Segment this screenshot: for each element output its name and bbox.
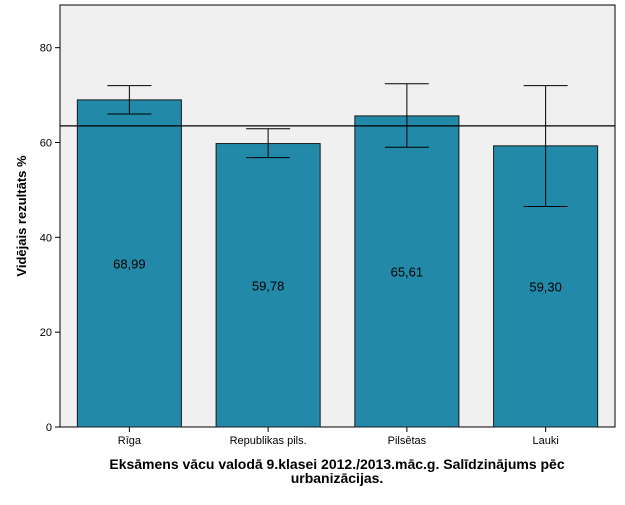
x-tick-label: Republikas pils.: [230, 435, 307, 447]
chart-title-line-2: urbanizācijas.: [291, 470, 384, 486]
y-tick-label: 80: [40, 43, 52, 55]
y-tick-label: 40: [40, 232, 52, 244]
x-axis: Rīga Republikas pils. Pilsētas Lauki: [118, 427, 559, 447]
data-labels: 68,99 59,78 65,61 59,30: [113, 256, 562, 294]
x-tick-label: Pilsētas: [388, 435, 427, 447]
error-bars: [107, 83, 568, 208]
y-axis-title: Vidējais rezultāts %: [14, 155, 29, 277]
data-label: 59,78: [252, 278, 285, 293]
data-label: 59,30: [529, 279, 562, 294]
bars: [76, 99, 599, 428]
chart-title-line-1: Eksāmens vācu valodā 9.klasei 2012./2013…: [109, 456, 564, 472]
bar: [215, 143, 321, 428]
y-axis: 0 20 40 60 80: [40, 43, 60, 434]
bar: [354, 115, 460, 428]
data-label: 65,61: [391, 264, 424, 279]
x-tick-label: Lauki: [532, 435, 558, 447]
y-tick-label: 20: [40, 327, 52, 339]
x-tick-label: Rīga: [118, 435, 142, 447]
y-tick-label: 60: [40, 138, 52, 150]
data-label: 68,99: [113, 256, 146, 271]
bar: [76, 99, 182, 428]
y-tick-label: 0: [46, 422, 52, 434]
